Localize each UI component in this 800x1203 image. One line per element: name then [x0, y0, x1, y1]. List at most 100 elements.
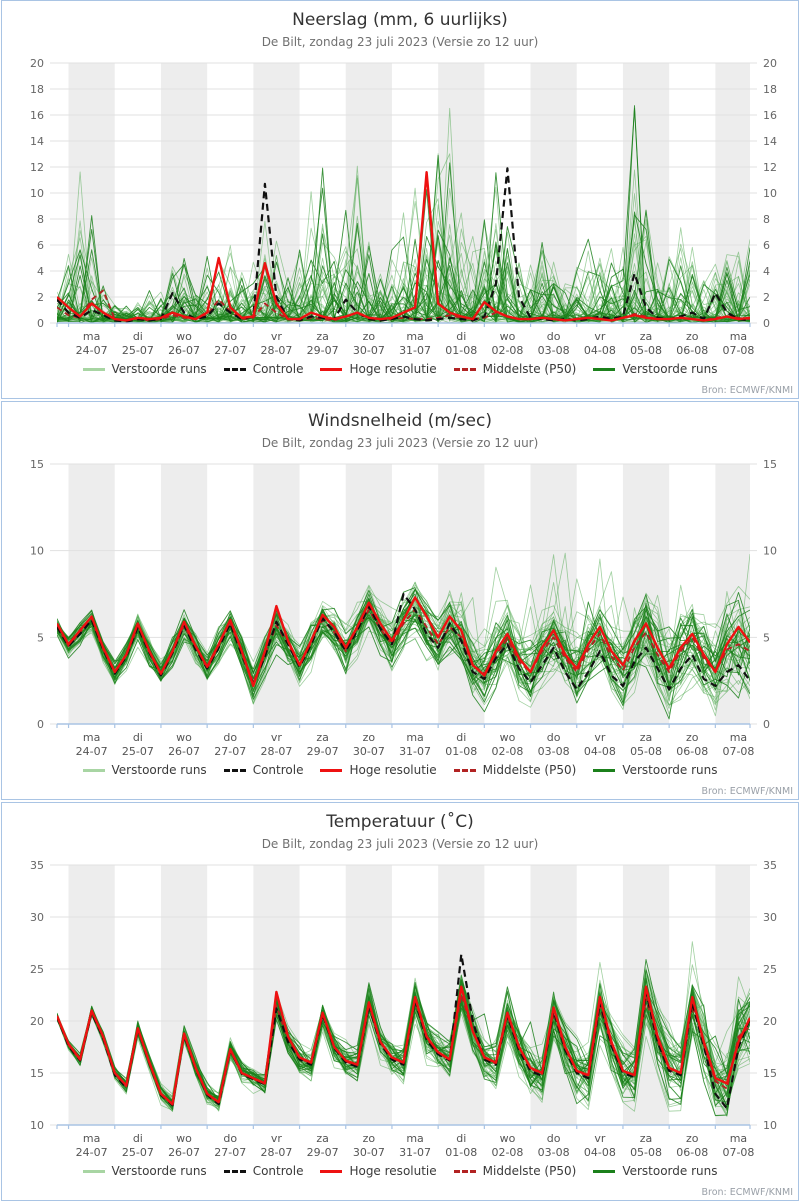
- forecast-panel-temperatuur: Temperatuur (˚C) De Bilt, zondag 23 juli…: [1, 802, 799, 1201]
- x-date-label: 28-07: [260, 344, 292, 357]
- x-date-label: 06-08: [676, 745, 708, 758]
- x-day-label: do: [547, 330, 561, 343]
- x-day-label: ma: [730, 330, 747, 343]
- y-tick-label-right: 10: [763, 545, 777, 558]
- y-tick-label-left: 2: [37, 291, 44, 304]
- x-date-label: 06-08: [676, 1146, 708, 1159]
- day-band: [68, 464, 115, 724]
- main-series: [57, 953, 750, 1110]
- y-tick-label-right: 8: [763, 213, 770, 226]
- y-tick-label-right: 2: [763, 291, 770, 304]
- y-tick-label-left: 30: [30, 911, 44, 924]
- chart-legend: Verstoorde runs Controle Hoge resolutie …: [2, 1161, 798, 1181]
- x-day-label: vr: [594, 1132, 606, 1145]
- y-tick-label-right: 15: [763, 1067, 777, 1080]
- chart-legend: Verstoorde runs Controle Hoge resolutie …: [2, 760, 798, 780]
- y-tick-label-right: 0: [763, 718, 770, 731]
- y-tick-label-right: 6: [763, 239, 770, 252]
- x-date-label: 27-07: [214, 745, 246, 758]
- x-day-label: wo: [176, 330, 192, 343]
- y-tick-label-right: 18: [763, 83, 777, 96]
- x-date-label: 01-08: [445, 1146, 477, 1159]
- forecast-panel-windsnelheid: Windsnelheid (m/sec) De Bilt, zondag 23 …: [1, 401, 799, 800]
- line-swatch-light-green: [82, 367, 105, 371]
- verstoorde-run-dark: [57, 228, 750, 324]
- verstoorde-run-dark: [57, 593, 750, 692]
- x-date-label: 05-08: [630, 1146, 662, 1159]
- y-tick-label-right: 25: [763, 963, 777, 976]
- x-day-label: wo: [500, 330, 516, 343]
- x-day-label: zo: [686, 1132, 699, 1145]
- x-date-label: 03-08: [538, 1146, 570, 1159]
- x-date-label: 05-08: [630, 344, 662, 357]
- x-day-label: wo: [500, 1132, 516, 1145]
- x-date-label: 29-07: [307, 745, 339, 758]
- legend-item-middelste-p50: Middelste (P50): [453, 1164, 576, 1178]
- x-day-label: wo: [176, 731, 192, 744]
- x-date-label: 03-08: [538, 745, 570, 758]
- x-date-label: 30-07: [353, 1146, 385, 1159]
- x-date-label: 25-07: [122, 344, 154, 357]
- y-tick-label-left: 14: [30, 135, 44, 148]
- line-swatch-darkred-dashed: [453, 768, 476, 772]
- x-day-label: vr: [271, 731, 283, 744]
- y-tick-label-left: 6: [37, 239, 44, 252]
- series-middelste-p50: [57, 289, 750, 322]
- x-date-label: 07-08: [722, 745, 754, 758]
- x-day-label: za: [640, 731, 653, 744]
- chart-subtitle: De Bilt, zondag 23 juli 2023 (Versie zo …: [261, 35, 539, 49]
- legend-item-hoge-resolutie: Hoge resolutie: [320, 1164, 437, 1178]
- x-day-label: za: [640, 330, 653, 343]
- y-tick-label-left: 15: [30, 1067, 44, 1080]
- y-tick-label-right: 10: [763, 187, 777, 200]
- source-credit: Bron: ECMWF/KNMI: [701, 1187, 794, 1198]
- line-swatch-darkred-dashed: [453, 367, 476, 371]
- y-tick-label-right: 14: [763, 135, 777, 148]
- y-tick-label-right: 20: [763, 57, 777, 70]
- chart-subtitle: De Bilt, zondag 23 juli 2023 (Versie zo …: [261, 837, 539, 851]
- ensemble-members: [57, 105, 750, 324]
- x-day-label: ma: [83, 1132, 100, 1145]
- line-swatch-red: [320, 1169, 343, 1173]
- y-tick-label-left: 0: [37, 718, 44, 731]
- x-day-label: zo: [686, 330, 699, 343]
- y-tick-label-left: 0: [37, 317, 44, 330]
- x-date-label: 31-07: [399, 344, 431, 357]
- y-tick-label-right: 16: [763, 109, 777, 122]
- y-tick-label-right: 10: [763, 1119, 777, 1132]
- chart-title: Temperatuur (˚C): [326, 812, 474, 832]
- x-day-label: vr: [594, 731, 606, 744]
- x-day-label: zo: [686, 731, 699, 744]
- x-date-label: 30-07: [353, 344, 385, 357]
- x-date-label: 29-07: [307, 344, 339, 357]
- legend-item-verstoorde-runs-light: Verstoorde runs: [82, 763, 207, 777]
- x-day-label: za: [316, 330, 329, 343]
- x-date-label: 06-08: [676, 344, 708, 357]
- series-hoge-resolutie: [57, 596, 750, 688]
- y-tick-label-left: 10: [30, 545, 44, 558]
- x-date-label: 31-07: [399, 745, 431, 758]
- line-swatch-darkred-dashed: [453, 1169, 476, 1173]
- legend-item-verstoorde-runs-light: Verstoorde runs: [82, 1164, 207, 1178]
- x-day-label: ma: [730, 731, 747, 744]
- x-date-label: 29-07: [307, 1146, 339, 1159]
- y-tick-label-right: 35: [763, 859, 777, 872]
- y-tick-label-left: 20: [30, 57, 44, 70]
- chart-title: Windsnelheid (m/sec): [308, 411, 492, 431]
- legend-item-verstoorde-runs-dark: Verstoorde runs: [593, 362, 717, 376]
- y-tick-label-left: 10: [30, 1119, 44, 1132]
- x-day-label: vr: [271, 1132, 283, 1145]
- x-day-label: vr: [271, 330, 283, 343]
- x-date-label: 04-08: [584, 1146, 616, 1159]
- x-day-label: di: [133, 1132, 143, 1145]
- day-band: [68, 865, 115, 1125]
- chart-subtitle: De Bilt, zondag 23 juli 2023 (Versie zo …: [261, 436, 539, 450]
- x-day-label: do: [547, 1132, 561, 1145]
- y-tick-label-left: 15: [30, 458, 44, 471]
- x-date-label: 07-08: [722, 344, 754, 357]
- chart-legend: Verstoorde runs Controle Hoge resolutie …: [2, 359, 798, 379]
- x-day-label: do: [223, 330, 237, 343]
- line-swatch-black-dashed: [223, 768, 246, 772]
- legend-item-verstoorde-runs-light: Verstoorde runs: [82, 362, 207, 376]
